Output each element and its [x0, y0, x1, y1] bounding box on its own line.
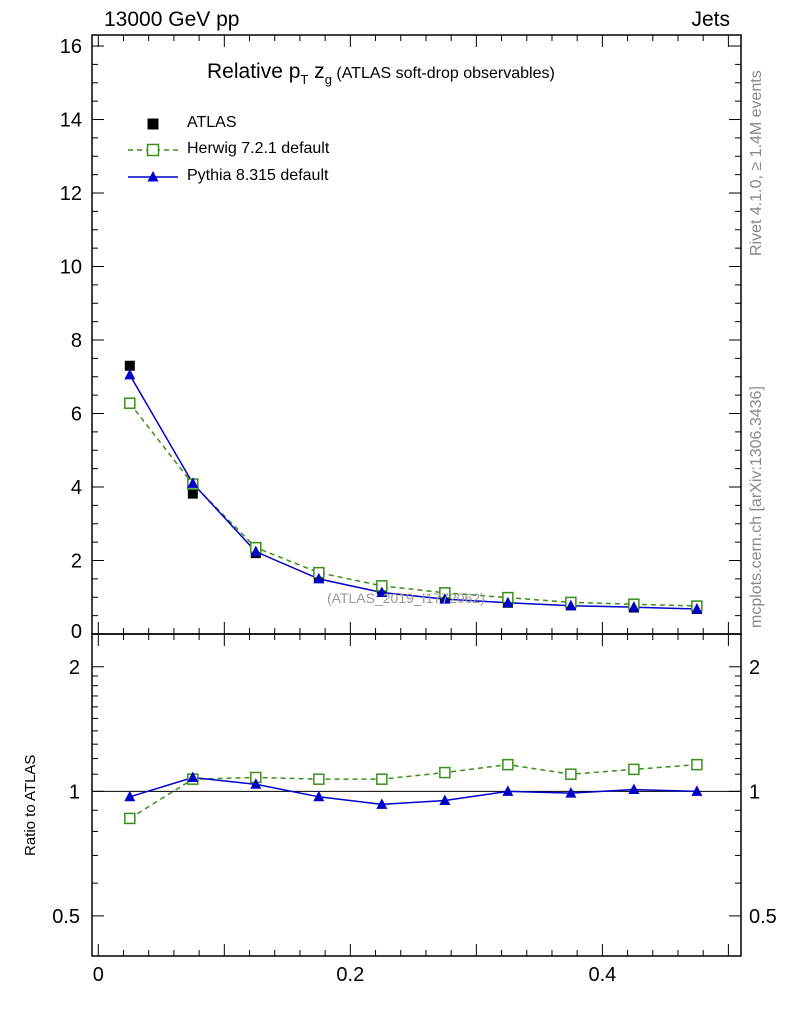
herwig-ratio-point [313, 773, 325, 785]
ratio-y-tick-label-right: 0.5 [749, 906, 777, 928]
herwig-ratio-point [124, 812, 136, 825]
analysis-watermark: (ATLAS_2019_I1772062) [327, 590, 485, 606]
pythia-data-point [628, 601, 640, 612]
pythia-data-point [502, 596, 514, 608]
atlas-data-point [187, 488, 198, 499]
pythia-ratio-point [187, 771, 199, 783]
herwig-ratio-point [565, 768, 577, 780]
herwig-main-line [129, 402, 697, 607]
legend-marker-atlas [147, 118, 159, 130]
plot-title: Relative pT zg (ATLAS soft-drop observab… [207, 60, 555, 87]
legend-label-atlas: ATLAS [187, 114, 237, 131]
ratio-plot-frame [91, 633, 742, 957]
title-subscript-g: g [324, 72, 332, 87]
pythia-data-point [313, 572, 325, 584]
title-tail-text: (ATLAS soft-drop observables) [331, 65, 555, 82]
herwig-ratio-point [502, 758, 514, 771]
header-process-label: Jets [691, 8, 730, 31]
pythia-data-point [124, 368, 136, 380]
ratio-y-tick-label: 2 [69, 657, 80, 679]
herwig-ratio-point [691, 758, 703, 771]
pythia-ratio-line [129, 776, 697, 806]
herwig-data-point [124, 397, 136, 409]
herwig-ratio-point [628, 763, 640, 776]
title-subscript-t: T [300, 72, 309, 87]
ratio-y-axis-label: Ratio to ATLAS [22, 754, 39, 856]
rivet-version-label: Rivet 4.1.0, ≥ 1.4M events [748, 70, 765, 256]
legend-marker-herwig [146, 143, 160, 157]
title-main-text: Relative p [207, 60, 301, 83]
pythia-ratio-point [439, 794, 451, 806]
main-y-tick-label: 12 [60, 183, 82, 205]
ratio-y-tick-label: 0.5 [52, 906, 80, 928]
pythia-ratio-point [565, 787, 577, 798]
pythia-main-line [129, 374, 697, 610]
pythia-data-point [565, 599, 577, 611]
legend-label-pythia: Pythia 8.315 default [187, 167, 329, 184]
pythia-data-point [376, 586, 388, 597]
atlas-data-point [124, 360, 135, 371]
header-energy-label: 13000 GeV pp [104, 8, 240, 31]
main-y-tick-label: 10 [60, 257, 82, 279]
herwig-ratio-point [439, 766, 451, 779]
main-y-tick-label: 6 [71, 404, 82, 426]
herwig-ratio-point [376, 773, 388, 785]
pythia-data-point [439, 593, 451, 604]
main-y-tick-label: 14 [60, 110, 82, 132]
ratio-y-tick-label: 1 [69, 781, 80, 803]
pythia-ratio-point [628, 783, 640, 795]
x-tick-label: 0.2 [336, 964, 364, 986]
legend-label-herwig: Herwig 7.2.1 default [187, 140, 330, 157]
main-y-tick-label: 4 [71, 477, 82, 499]
pythia-ratio-point [124, 790, 136, 802]
main-y-tick-label: 2 [71, 551, 82, 573]
mcplots-reference-label: mcplots.cern.ch [arXiv:1306.3436] [748, 386, 765, 628]
ratio-y-tick-label-right: 1 [749, 781, 760, 803]
main-y-tick-label: 8 [71, 330, 82, 352]
legend-marker-pythia [147, 171, 159, 182]
pythia-ratio-point [313, 790, 325, 802]
main-y-tick-label: 16 [60, 36, 82, 58]
main-y-tick-label: 0 [71, 621, 82, 643]
pythia-data-point [691, 603, 703, 614]
title-z-text: z [308, 60, 325, 83]
pythia-ratio-point [691, 785, 703, 796]
x-tick-label: 0 [93, 964, 104, 986]
x-tick-label: 0.4 [588, 964, 616, 986]
pythia-ratio-point [376, 798, 388, 809]
pythia-ratio-point [502, 785, 514, 796]
pythia-ratio-point [250, 778, 262, 789]
pythia-data-point [187, 477, 199, 488]
ratio-y-tick-label-right: 2 [749, 657, 760, 679]
pythia-data-point [250, 545, 262, 557]
